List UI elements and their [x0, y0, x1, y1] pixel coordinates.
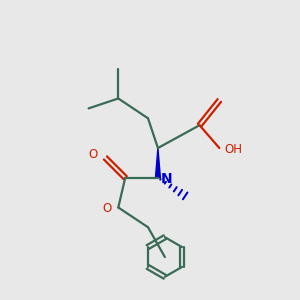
Text: O: O [102, 202, 111, 215]
Text: N: N [161, 172, 172, 186]
Text: O: O [88, 148, 98, 161]
Text: OH: OH [224, 142, 242, 155]
Polygon shape [155, 148, 160, 178]
